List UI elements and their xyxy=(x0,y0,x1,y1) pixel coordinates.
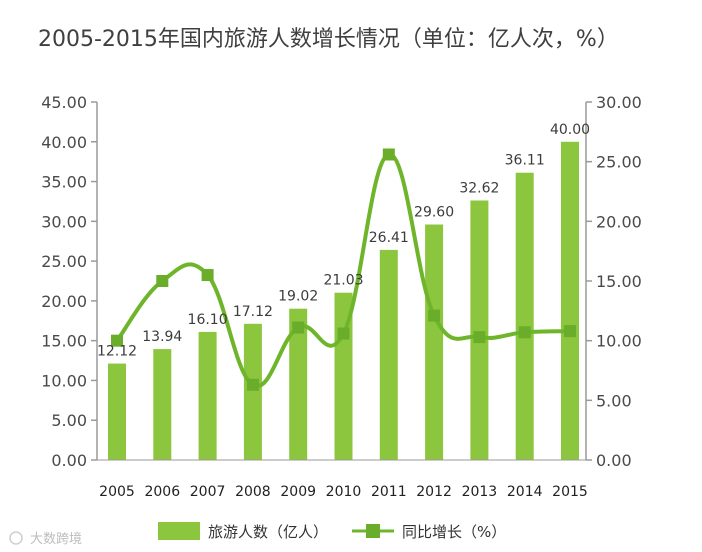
left-tick-label: 30.00 xyxy=(41,212,87,231)
left-y-axis: 0.00 5.00 10.00 15.00 20.00 25.00 30.00 35.00 40… xyxy=(41,93,98,470)
bar xyxy=(243,323,262,460)
bar-value-label: 13.94 xyxy=(142,329,182,345)
x-tick-label: 2014 xyxy=(507,484,543,500)
line-marker xyxy=(156,275,169,287)
left-tick-label: 45.00 xyxy=(41,93,87,112)
bar-value-label: 16.10 xyxy=(188,312,228,328)
left-tick-label: 0.00 xyxy=(51,451,87,470)
watermark-text: 大数跨境 xyxy=(30,532,82,547)
line-marker xyxy=(428,309,441,322)
bar-value-label: 17.12 xyxy=(233,304,273,320)
bar xyxy=(470,200,489,460)
x-tick-label: 2007 xyxy=(190,484,226,500)
watermark: 大数跨境 xyxy=(9,531,82,547)
chart-title: 2005-2015年国内旅游人数增长情况（单位：亿人次，%） xyxy=(38,27,619,52)
bar-value-label: 29.60 xyxy=(414,205,454,221)
right-tick-label: 5.00 xyxy=(596,391,632,410)
right-tick-label: 0.00 xyxy=(596,451,632,470)
right-tick-label: 20.00 xyxy=(596,212,642,231)
bar xyxy=(425,224,444,460)
line-marker xyxy=(518,326,531,339)
legend-bar-label: 旅游人数（亿人） xyxy=(208,523,328,541)
x-tick-label: 2011 xyxy=(371,484,407,500)
bar-value-label: 26.41 xyxy=(369,230,409,246)
line-marker xyxy=(337,327,350,340)
x-tick-label: 2005 xyxy=(99,484,135,500)
bar xyxy=(153,349,172,460)
line-marker xyxy=(292,321,305,334)
left-tick-label: 10.00 xyxy=(41,371,87,390)
line-series xyxy=(111,148,576,391)
left-tick-label: 5.00 xyxy=(51,411,87,430)
line-marker xyxy=(564,325,576,338)
bar-value-label: 36.11 xyxy=(505,153,545,169)
line-marker xyxy=(473,331,486,344)
data-labels: 12.12 13.94 16.10 17.12 19.02 21.03 26.41 29.60… xyxy=(97,122,590,360)
bar xyxy=(198,331,217,460)
left-tick-label: 40.00 xyxy=(41,133,87,152)
bar xyxy=(379,249,398,460)
left-tick-label: 15.00 xyxy=(41,332,87,351)
bar-value-label: 12.12 xyxy=(97,344,137,360)
right-tick-label: 10.00 xyxy=(596,332,642,351)
right-y-axis: 0.00 5.00 10.00 15.00 20.00 25.00 30.00 xyxy=(585,93,642,470)
line-marker xyxy=(382,148,395,161)
x-tick-label: 2009 xyxy=(280,484,316,500)
bar-value-label: 21.03 xyxy=(323,273,363,289)
bar-value-label: 19.02 xyxy=(278,289,318,305)
right-tick-label: 15.00 xyxy=(596,272,642,291)
left-tick-label: 35.00 xyxy=(41,173,87,192)
right-tick-label: 30.00 xyxy=(596,93,642,112)
legend-line-marker xyxy=(366,524,380,538)
bar-value-label: 40.00 xyxy=(550,122,590,138)
x-tick-label: 2012 xyxy=(416,484,452,500)
x-tick-label: 2013 xyxy=(462,484,498,500)
bar-series xyxy=(108,141,579,460)
legend: 旅游人数（亿人） 同比增长（%） xyxy=(158,522,506,541)
bar-value-label: 32.62 xyxy=(459,180,499,196)
bar xyxy=(561,141,579,460)
watermark-logo-icon xyxy=(9,531,23,545)
line-marker xyxy=(246,378,259,391)
line-marker xyxy=(201,269,214,282)
bar xyxy=(108,363,126,460)
bar xyxy=(515,172,534,460)
x-tick-label: 2015 xyxy=(552,484,588,500)
right-tick-label: 25.00 xyxy=(596,153,642,172)
legend-bar-swatch xyxy=(158,522,200,540)
left-tick-label: 25.00 xyxy=(41,252,87,271)
line-marker xyxy=(111,334,123,347)
x-tick-label: 2010 xyxy=(326,484,362,500)
left-tick-label: 20.00 xyxy=(41,292,87,311)
legend-line-label: 同比增长（%） xyxy=(402,523,506,541)
x-axis: 2005 2006 2007 2008 2009 2010 2011 2012 2013 2014… xyxy=(97,459,588,500)
bar xyxy=(289,308,308,460)
x-tick-label: 2008 xyxy=(235,484,271,500)
x-tick-label: 2006 xyxy=(144,484,180,500)
